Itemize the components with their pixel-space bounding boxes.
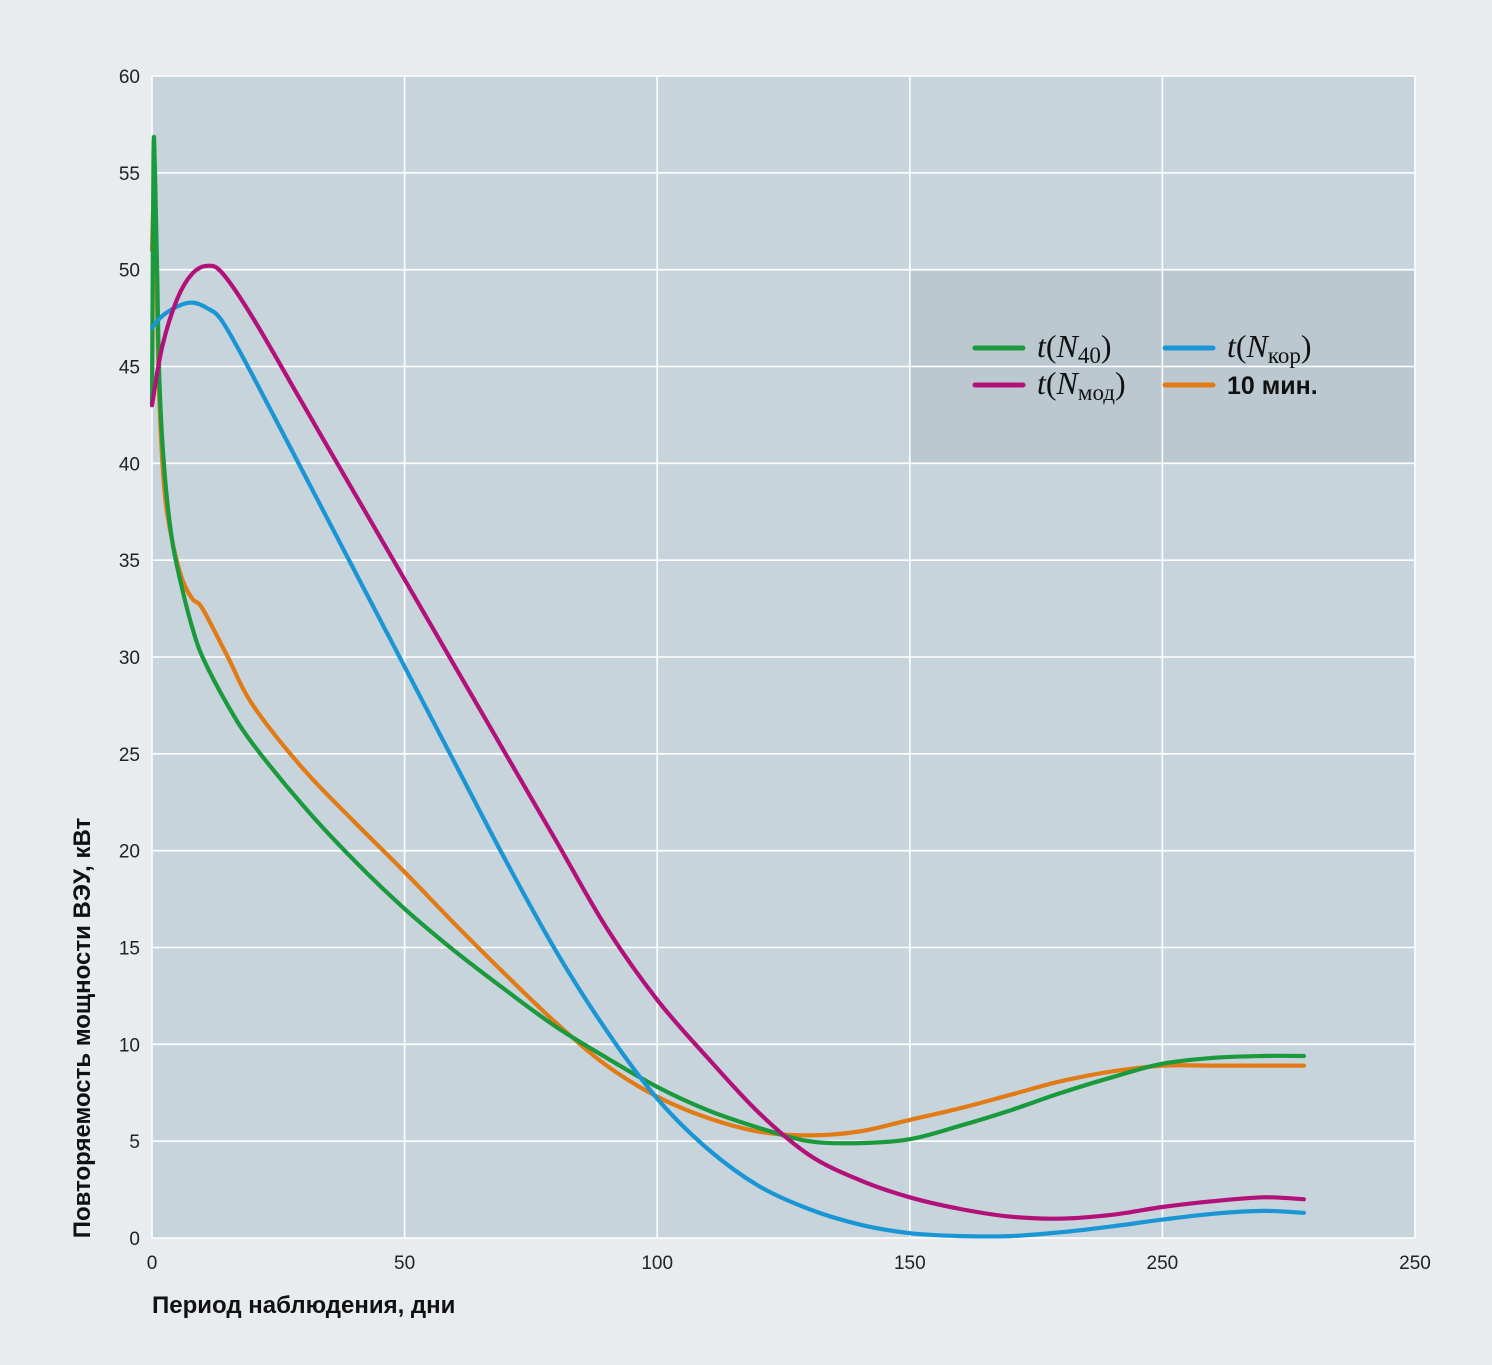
y-tick-label: 35 [119,551,140,572]
x-tick-label: 0 [147,1253,158,1274]
legend-label: t(Nмод) [1037,365,1126,405]
plot-area [149,75,1416,1239]
y-tick-label: 60 [119,67,140,88]
legend-label: t(Nкор) [1227,328,1312,368]
series-line [149,134,1306,1146]
series-lines [149,134,1306,1239]
x-tick-label: 150 [894,1253,926,1274]
x-tick-label: 100 [641,1253,673,1274]
x-axis-title: Период наблюдения, дни [152,1292,455,1319]
x-tick-labels: 0 50 100 150 250 250 [147,1253,1431,1274]
legend-item: 10 мин. [1162,372,1318,400]
y-tick-label: 5 [129,1132,140,1153]
x-tick-label: 250 [1399,1253,1431,1274]
y-tick-label: 20 [119,842,140,863]
y-tick-label: 30 [119,648,140,669]
legend-label: 10 мин. [1227,372,1318,400]
legend-label: t(N40) [1037,328,1112,368]
y-tick-label: 45 [119,358,140,379]
y-tick-label: 25 [119,745,140,766]
x-tick-label: 50 [394,1253,415,1274]
legend-item: t(N40) [972,328,1112,368]
y-tick-label: 55 [119,164,140,185]
series-line [149,263,1306,1221]
y-axis-title: Повторяемость мощности ВЭУ, кВт [69,817,96,1238]
y-tick-labels: 0 5 10 15 20 25 30 35 40 45 50 55 60 [119,67,140,1250]
grid-lines [151,75,1416,1239]
legend-item: t(Nкор) [1162,328,1312,368]
y-tick-label: 0 [129,1229,140,1250]
y-tick-label: 40 [119,454,140,475]
y-tick-label: 50 [119,261,140,282]
y-tick-label: 10 [119,1035,140,1056]
y-tick-label: 15 [119,939,140,960]
x-tick-label: 250 [1147,1253,1179,1274]
series-line [149,300,1306,1239]
legend-item: t(Nмод) [972,365,1126,405]
legend: t(N40)t(Nмод) t(Nкор) 10 мин. [972,328,1318,405]
